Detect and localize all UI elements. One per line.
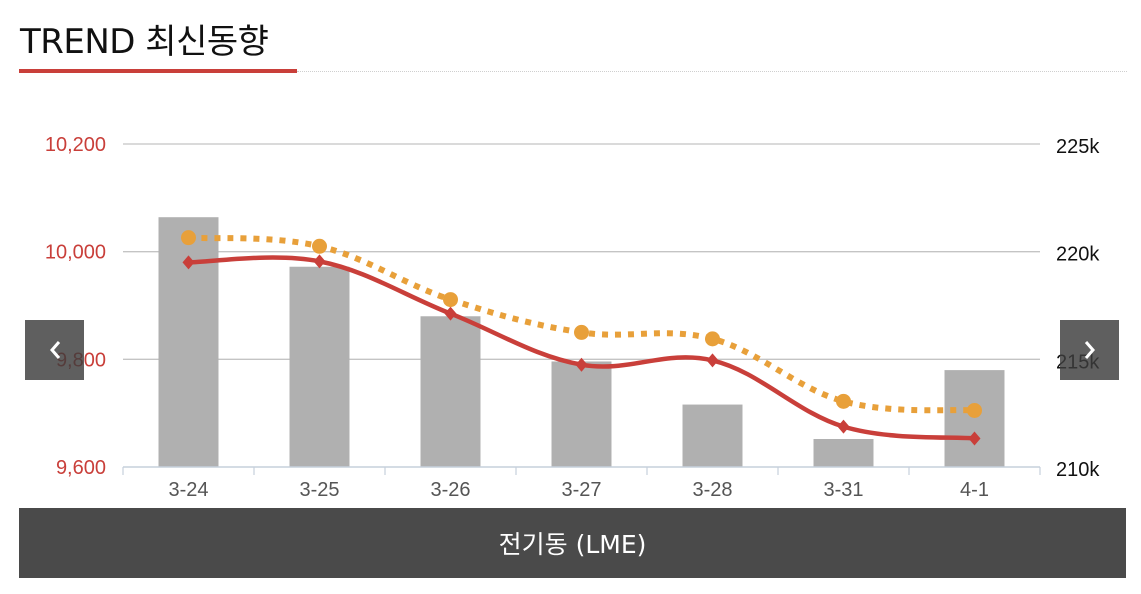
bar (551, 361, 612, 467)
circle-marker (443, 292, 458, 308)
x-tick-label: 3-28 (692, 479, 732, 500)
circle-marker (312, 238, 327, 254)
chevron-left-icon (48, 339, 62, 361)
bar (289, 266, 350, 467)
next-button[interactable] (1060, 320, 1119, 380)
circle-marker (574, 324, 589, 340)
circle-marker (181, 230, 196, 246)
left-axis-label: 9,600 (56, 457, 106, 479)
bar (682, 404, 743, 467)
footer-label-bar[interactable]: 전기동 (LME) (19, 508, 1126, 578)
x-tick-label: 3-24 (168, 479, 208, 500)
title-underline (19, 69, 297, 73)
footer-label: 전기동 (LME) (498, 530, 647, 559)
left-axis-label: 10,000 (45, 242, 106, 264)
diamond-marker (968, 431, 981, 446)
bar (944, 370, 1005, 467)
circle-marker (705, 331, 720, 347)
bar (158, 217, 219, 467)
diamond-marker (837, 419, 850, 434)
diamond-marker (575, 357, 588, 372)
circle-marker (836, 393, 851, 409)
x-tick-label: 3-26 (430, 479, 470, 500)
title-divider (297, 71, 1127, 72)
x-tick-label: 4-1 (960, 479, 989, 500)
left-axis-label: 10,200 (45, 134, 106, 156)
x-tick-label: 3-31 (823, 479, 863, 500)
trend-chart: 3-243-253-263-273-283-314-19,6009,80010,… (45, 134, 1101, 500)
right-axis-label: 225k (1056, 136, 1100, 158)
right-axis-label: 210k (1056, 459, 1100, 481)
bar (813, 439, 874, 467)
x-tick-label: 3-25 (299, 479, 339, 500)
x-tick-label: 3-27 (561, 479, 601, 500)
diamond-marker (706, 353, 719, 368)
chevron-right-icon (1083, 339, 1097, 361)
diamond-marker (444, 306, 457, 321)
diamond-marker (182, 255, 195, 270)
prev-button[interactable] (25, 320, 84, 380)
diamond-marker (313, 254, 326, 269)
right-axis-label: 220k (1056, 244, 1100, 266)
circle-marker (967, 402, 982, 418)
bar (420, 316, 481, 467)
page-title: TREND 최신동향 (20, 22, 269, 62)
